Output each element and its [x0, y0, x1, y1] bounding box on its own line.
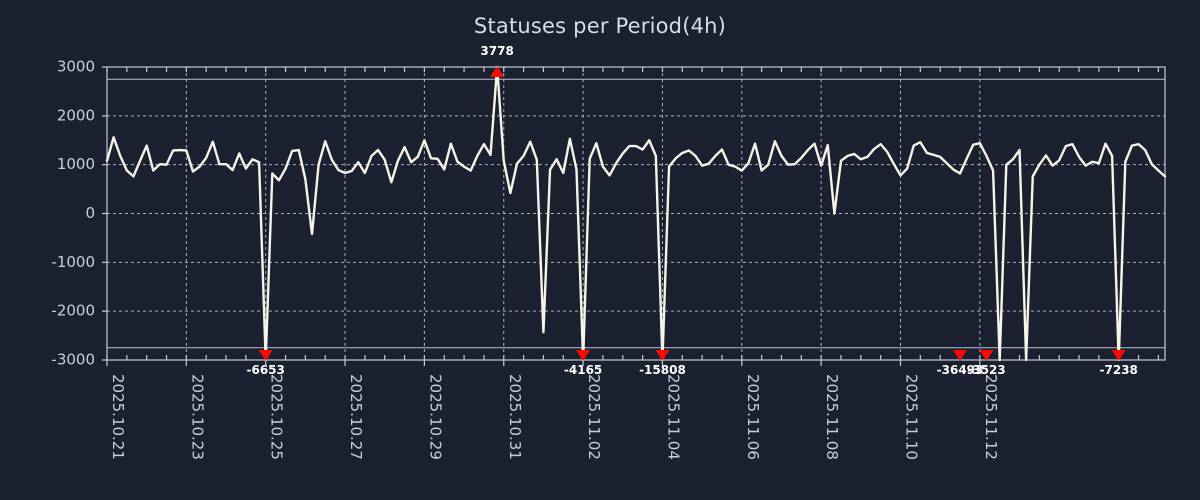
annotation-marker[interactable] [1111, 350, 1126, 361]
annotation-value-label: -7238 [1100, 363, 1138, 377]
x-axis-tick-label: 2025.10.29 [426, 374, 444, 460]
annotation-marker[interactable] [258, 350, 273, 361]
annotation-value-label: 3778 [480, 44, 513, 58]
annotation-value-label: -6653 [247, 363, 285, 377]
x-axis-tick-label: 2025.11.04 [664, 374, 682, 460]
x-axis-tick-label: 2025.10.23 [188, 374, 206, 460]
y-axis-tick-label: 3000 [57, 58, 95, 76]
annotation-value-label: -15808 [639, 363, 686, 377]
x-axis-tick-label: 2025.10.27 [347, 374, 365, 460]
x-axis-tick-label: 2025.11.10 [903, 374, 921, 460]
annotation-value-label: -4165 [564, 363, 602, 377]
annotation-marker[interactable] [490, 66, 505, 77]
annotation-value-label: -3523 [967, 363, 1005, 377]
x-axis-tick-label: 2025.11.06 [744, 374, 762, 460]
x-axis-tick-label: 2025.11.08 [823, 374, 841, 460]
y-axis-tick-label: -2000 [51, 302, 95, 320]
grid-lines [106, 66, 1165, 361]
y-axis-ticks: 3000 2000 1000 0 -1000 -2000 -3000 [51, 58, 107, 369]
y-axis-tick-label: -1000 [51, 253, 95, 271]
y-axis-tick-label: 1000 [57, 155, 95, 173]
annotation-marker[interactable] [953, 350, 968, 361]
annotation-marker[interactable] [655, 350, 670, 361]
annotation-marker[interactable] [979, 350, 994, 361]
x-axis-ticks: 2025.10.21 2025.10.23 2025.10.25 2025.10.27… [106, 360, 1000, 460]
x-axis-tick-label: 2025.10.25 [268, 374, 286, 460]
y-axis-tick-label: 2000 [57, 106, 95, 124]
y-axis-tick-label: 0 [85, 204, 95, 222]
x-axis-tick-label: 2025.10.31 [506, 374, 524, 460]
annotation-layer: 3778 -6653 -4165 -15808 -36493-3523 -7238 [247, 44, 1138, 377]
series-layer [105, 65, 1167, 362]
series-line-statuses [105, 65, 1167, 362]
x-axis-tick-label: 2025.10.21 [109, 374, 127, 460]
annotation-value-label: -36493 [937, 363, 984, 377]
x-axis-tick-label: 2025.11.02 [585, 374, 603, 460]
plot-frame [106, 66, 1166, 361]
y-axis-tick-label: -3000 [51, 351, 95, 369]
x-axis-tick-label: 2025.11.12 [982, 374, 1000, 460]
annotation-marker[interactable] [576, 350, 591, 361]
chart-title: Statuses per Period(4h) [473, 14, 727, 38]
